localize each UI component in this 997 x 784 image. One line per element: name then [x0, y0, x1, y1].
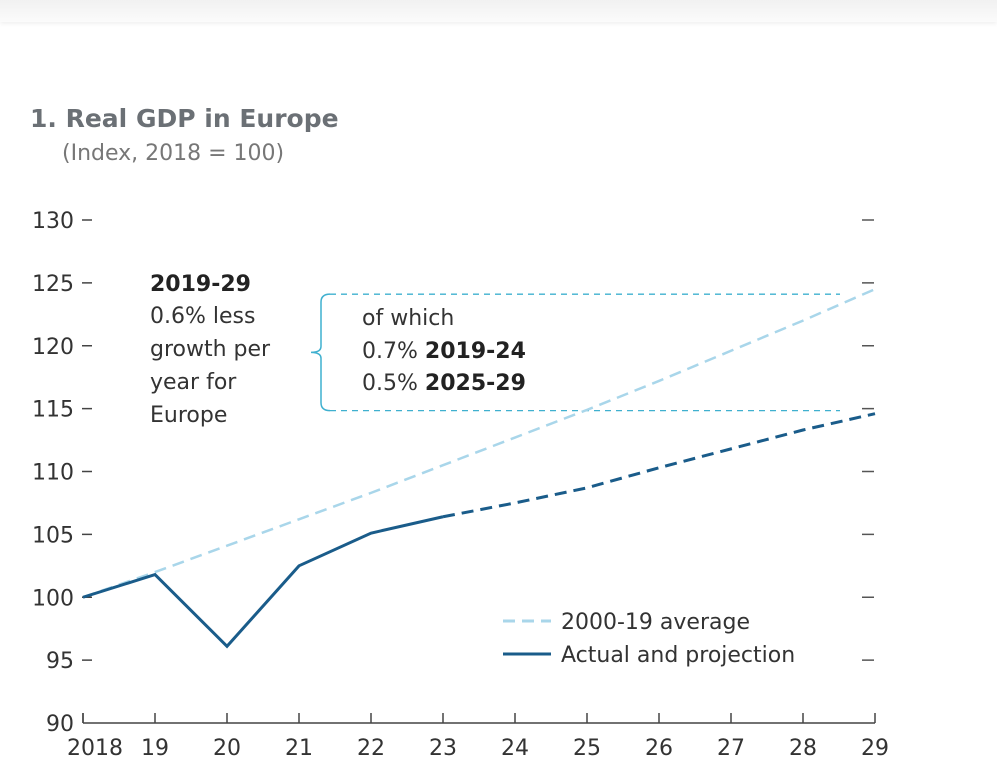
- curly-brace: [310, 293, 331, 412]
- x-tick-label: 20: [213, 736, 241, 761]
- annotation-period: 2019-24: [425, 339, 526, 364]
- x-tick-label: 23: [429, 736, 457, 761]
- y-tick-label: 125: [32, 272, 74, 297]
- annotation-line: growth per: [150, 337, 271, 362]
- legend-label-actual: Actual and projection: [561, 643, 795, 668]
- x-tick-label: 24: [501, 736, 529, 761]
- series-line-projection: [442, 412, 876, 519]
- annotation-heading: 2019-29: [150, 272, 251, 297]
- series-line-average: [82, 288, 876, 599]
- annotation-item: 0.5% 2025-29: [362, 371, 526, 396]
- x-tick-label: 29: [861, 736, 889, 761]
- series-line-actual: [82, 515, 444, 649]
- x-tick-label: 26: [645, 736, 673, 761]
- top-bar: [0, 0, 997, 22]
- y-tick-label: 90: [46, 712, 74, 737]
- y-tick-label: 105: [32, 523, 74, 548]
- annotation-line: year for: [150, 370, 237, 395]
- y-tick-label: 120: [32, 335, 74, 360]
- annotation-value: 0.7%: [362, 339, 418, 364]
- chart-title: 1. Real GDP in Europe: [30, 104, 339, 133]
- y-tick-label: 100: [32, 586, 74, 611]
- x-tick-label: 21: [285, 736, 313, 761]
- annotation-intro: of which: [362, 306, 454, 331]
- x-tick-label: 27: [717, 736, 745, 761]
- x-tick-label: 25: [573, 736, 601, 761]
- annotation-line: Europe: [150, 403, 227, 428]
- annotation-value: 0.5%: [362, 371, 418, 396]
- x-tick-label: 28: [789, 736, 817, 761]
- y-tick-label: 95: [46, 649, 74, 674]
- x-tick-label: 22: [357, 736, 385, 761]
- legend-label-average: 2000-19 average: [561, 610, 750, 635]
- chart-subtitle: (Index, 2018 = 100): [62, 141, 285, 166]
- annotation-item: 0.7% 2019-24: [362, 339, 526, 364]
- y-tick-label: 130: [32, 209, 74, 234]
- y-tick-label: 110: [32, 461, 74, 486]
- y-tick-label: 115: [32, 398, 74, 423]
- x-tick-label: 19: [141, 736, 169, 761]
- annotation-line: 0.6% less: [150, 304, 255, 329]
- x-tick-label: 2018: [67, 736, 123, 761]
- annotation-period: 2025-29: [425, 371, 526, 396]
